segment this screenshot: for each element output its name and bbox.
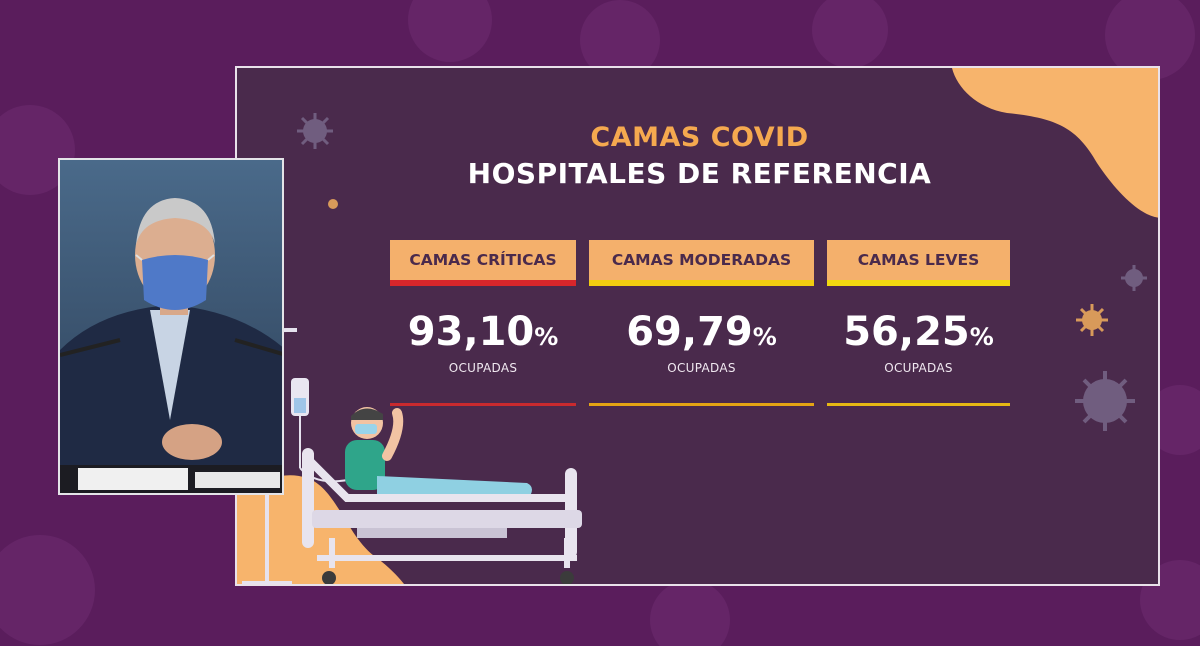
slide-panel: CAMAS COVID HOSPITALES DE REFERENCIA CAM… [235, 66, 1160, 586]
stat-critical: CAMAS CRÍTICAS 93,10% OCUPADAS [390, 240, 576, 406]
slide-decoration [237, 68, 1158, 584]
stat-mild-accent-bar [827, 280, 1010, 286]
stat-moderate-accent-bar [589, 280, 814, 286]
stat-critical-accent-bar [390, 280, 576, 286]
stat-mild: CAMAS LEVES 56,25% OCUPADAS [827, 240, 1010, 406]
speaker-video-feed [58, 158, 284, 495]
stat-moderate-value: 69,79% [626, 309, 777, 355]
stat-critical-underline [390, 403, 576, 406]
patient-bed-illustration [302, 407, 582, 584]
stat-moderate-caption: OCUPADAS [667, 361, 736, 375]
stat-critical-caption: OCUPADAS [448, 361, 518, 375]
stat-moderate-label: CAMAS MODERADAS [589, 240, 814, 280]
stat-moderate: CAMAS MODERADAS 69,79% OCUPADAS [589, 240, 814, 406]
stat-mild-caption: OCUPADAS [884, 361, 953, 375]
stat-mild-label: CAMAS LEVES [827, 240, 1010, 280]
speaker-image [60, 160, 282, 493]
stat-mild-underline [827, 403, 1010, 406]
stat-critical-value: 93,10% [407, 309, 559, 355]
virus-icon [297, 113, 333, 149]
stat-mild-value: 56,25% [843, 309, 994, 355]
stat-critical-label: CAMAS CRÍTICAS [390, 240, 576, 280]
slide-title: CAMAS COVID [590, 122, 809, 153]
stat-moderate-underline [589, 403, 814, 406]
slide-subtitle: HOSPITALES DE REFERENCIA [467, 157, 932, 190]
